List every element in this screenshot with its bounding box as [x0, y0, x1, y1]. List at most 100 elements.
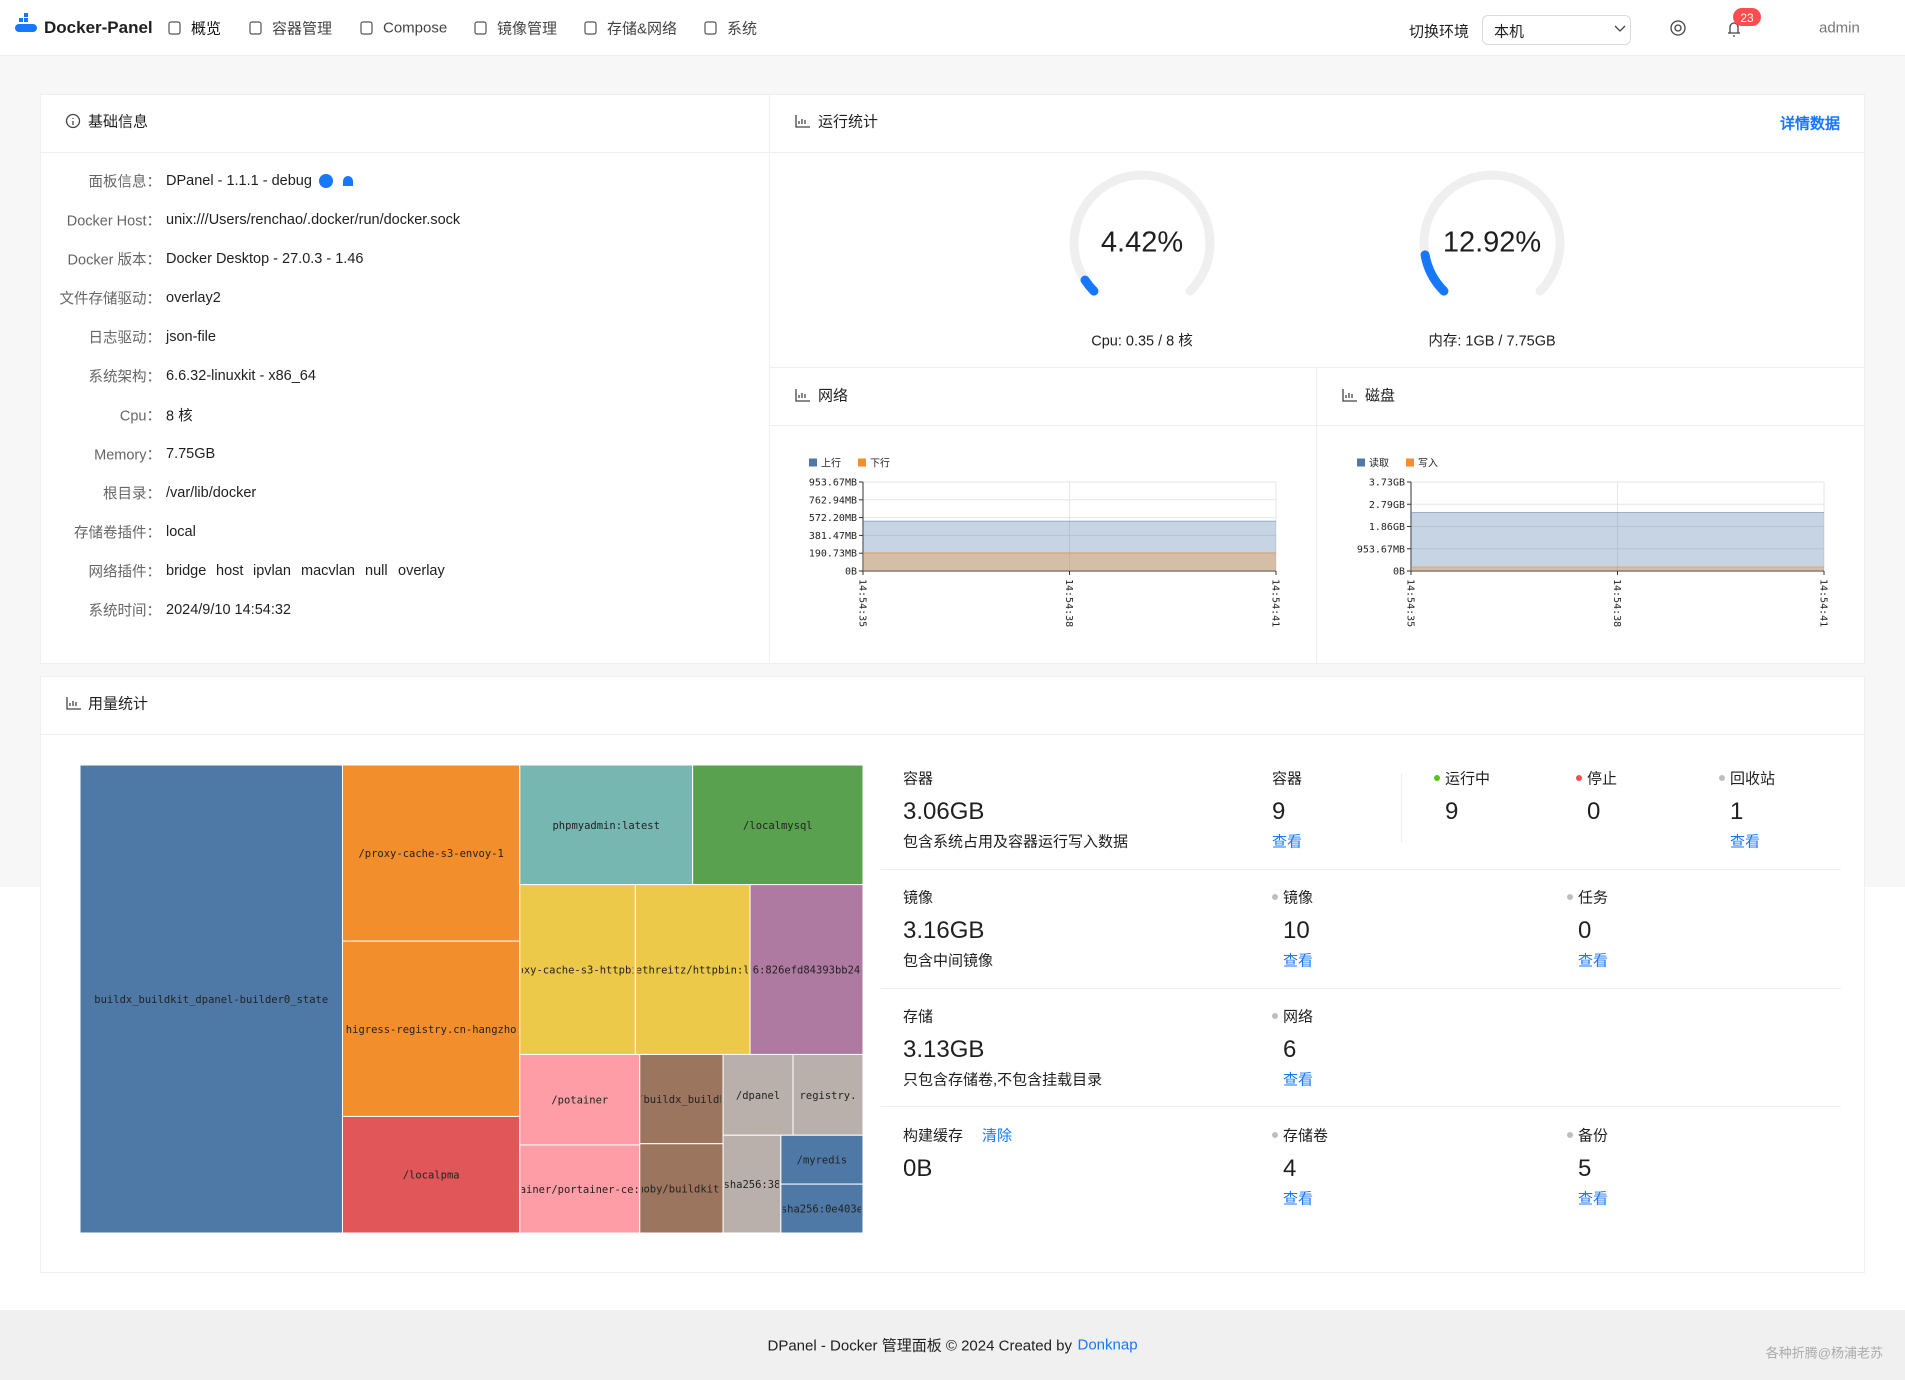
stat-value: 1: [1730, 798, 1744, 825]
nav-item[interactable]: 存储&网络: [607, 20, 678, 38]
gauge-track: [1069, 170, 1215, 296]
treemap-label: moby/buildkit:: [637, 1183, 726, 1195]
divider: [1316, 367, 1317, 664]
github-icon: [319, 174, 333, 188]
logo: [15, 13, 37, 32]
nav-item[interactable]: Compose: [383, 19, 448, 37]
treemap-cell: [79, 764, 343, 1234]
info-label: 系统时间：: [88, 603, 162, 620]
gauge-track: [1419, 170, 1565, 296]
usage-note: 只包含存储卷,不包含挂载目录: [903, 1071, 1103, 1089]
treemap-label: /buildx_buildk: [637, 1094, 726, 1106]
divider: [769, 367, 1865, 368]
divider: [881, 1106, 1841, 1107]
y-tick-label: 0B: [845, 567, 857, 578]
treemap-cell: [634, 884, 751, 1055]
info-value: bridge: [166, 563, 207, 579]
treemap-cell: [749, 884, 864, 1055]
treemap-cell: [639, 1143, 724, 1234]
stat-link[interactable]: 查看: [1578, 1190, 1609, 1208]
stat-label: 备份: [1578, 1127, 1609, 1145]
x-tick-label: 14:54:35: [857, 579, 868, 627]
chart-title: 磁盘: [1365, 387, 1396, 405]
info-value: DPanel - 1.1.1 - debug: [166, 173, 312, 189]
treemap-cell: [341, 1115, 521, 1234]
stat-link[interactable]: 查看: [1283, 1071, 1314, 1089]
x-tick-label: 14:54:38: [1611, 579, 1622, 627]
info-label: 系统架构：: [88, 369, 162, 386]
gauge-value: 12.92%: [1442, 226, 1542, 259]
nav-icon: [168, 21, 181, 35]
y-tick-label: 953.67MB: [1357, 544, 1405, 555]
info-value: macvlan: [301, 563, 355, 579]
info-label: 存储卷插件：: [74, 525, 161, 542]
x-tick-label: 14:54:41: [1270, 579, 1281, 627]
treemap-label: /potainer: [551, 1095, 608, 1107]
badge: [1733, 8, 1761, 26]
nav-item[interactable]: 系统: [727, 20, 758, 38]
treemap-label: sha256:826efd84393bb2451404: [721, 965, 892, 977]
y-tick-label: 0B: [1393, 567, 1405, 578]
y-tick-label: 190.73MB: [809, 549, 857, 560]
nav-item[interactable]: 镜像管理: [497, 20, 558, 38]
treemap-cell: [341, 940, 521, 1117]
legend-label: 下行: [870, 457, 890, 470]
stat-value: 0: [1578, 917, 1592, 944]
details-link[interactable]: 详情数据: [1779, 115, 1840, 133]
nav-icon: [584, 21, 597, 35]
usage-action[interactable]: 清除: [982, 1127, 1013, 1145]
legend-label: 读取: [1369, 457, 1389, 470]
stat-label: 容器: [1272, 770, 1303, 788]
nav-icon: [249, 21, 262, 35]
treemap-label: /myredis: [797, 1155, 848, 1167]
chart-title: 网络: [818, 387, 849, 405]
area: [1411, 512, 1824, 571]
treemap-cell: [519, 1053, 641, 1146]
gauge-caption: Cpu: 0.35 / 8 核: [1091, 333, 1193, 350]
legend-label: 上行: [821, 457, 841, 470]
status-dot: [1567, 894, 1573, 900]
info-label: Docker Host：: [66, 213, 161, 230]
badge-count: 23: [1740, 11, 1754, 25]
usage-note: 包含系统占用及容器运行写入数据: [903, 833, 1129, 851]
footer-link[interactable]: Donknap: [1077, 1336, 1138, 1354]
stat-link[interactable]: 查看: [1283, 952, 1314, 970]
info-value: overlay2: [166, 290, 221, 306]
stat-link[interactable]: 查看: [1283, 1190, 1314, 1208]
stat-value: 9: [1272, 798, 1286, 825]
stat-value: 0: [1587, 798, 1601, 825]
nav-item[interactable]: 容器管理: [272, 20, 333, 38]
nav-icon: [704, 21, 717, 35]
legend-label: 写入: [1418, 458, 1438, 470]
treemap-label: kennethreitz/httpbin:lates: [611, 965, 775, 977]
gauge-caption: 内存: 1GB / 7.75GB: [1428, 333, 1556, 350]
area: [863, 552, 1276, 571]
env-label: 切换环境: [1409, 23, 1470, 41]
icons: [65, 20, 1740, 710]
stat-link[interactable]: 查看: [1730, 833, 1761, 851]
legend-swatch: [1357, 458, 1365, 467]
env-select[interactable]: [1482, 15, 1631, 45]
env-value[interactable]: 本机: [1494, 23, 1525, 41]
stat-link[interactable]: 查看: [1578, 952, 1609, 970]
treemap-label: /proxy-cache-s3-httpbin-1: [499, 965, 657, 977]
info-label: Cpu：: [119, 408, 161, 425]
y-tick-label: 381.47MB: [809, 531, 857, 542]
divider: [769, 425, 1865, 426]
divider: [40, 152, 1865, 153]
stat-link[interactable]: 查看: [1272, 833, 1303, 851]
info-value: unix:///Users/renchao/.docker/run/docker…: [166, 212, 461, 228]
card-title: 基础信息: [88, 113, 149, 131]
info-value: /var/lib/docker: [166, 485, 257, 501]
treemap-label: portainer/portainer-ce:late: [494, 1184, 665, 1196]
status-dot: [1272, 1013, 1278, 1019]
nav-item[interactable]: 概览: [191, 20, 222, 38]
user[interactable]: admin: [1819, 19, 1860, 37]
treemap-cell: [519, 764, 694, 886]
status-dot: [1719, 775, 1725, 781]
status-dot: [1567, 1132, 1573, 1138]
usage-label: 存储: [903, 1008, 934, 1026]
card-title: 用量统计: [88, 695, 149, 713]
